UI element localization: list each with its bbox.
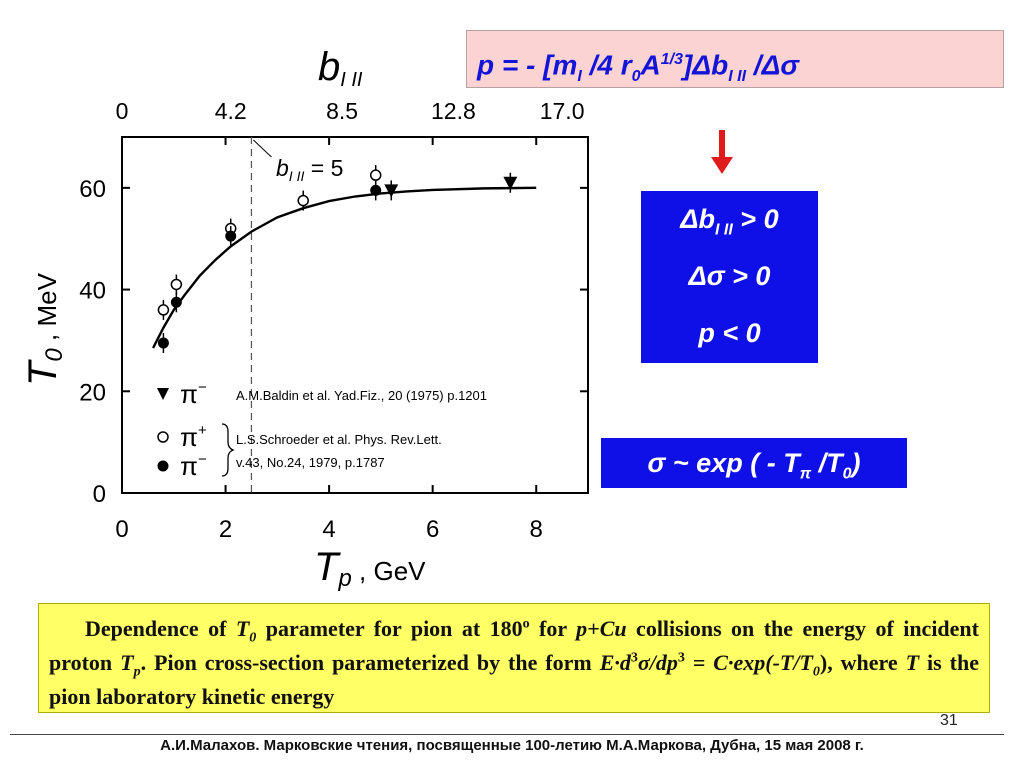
formula-sup: 1/3 [660,51,683,68]
open-circle-marker [157,304,170,316]
b-threshold-label: bI II = 5 [276,155,343,184]
open-circle-marker [369,169,382,181]
y-tick-label: 40 [79,278,106,305]
top-axis-title: bI II [318,45,363,91]
formula-tail: /Δσ [746,49,799,81]
y-tick-label: 0 [93,481,106,508]
data-point-series-2 [370,180,382,201]
data-point-series-2 [170,292,182,313]
plot-frame [121,136,589,494]
formula-mid: /4 r [581,49,632,81]
condition-delta-sigma: Δσ > 0 [688,261,771,291]
condition-p: p < 0 [698,318,761,348]
x-tick-label: 4 [322,516,335,543]
x-axis-title: Tp , GeV [314,545,426,592]
data-point-series-0 [384,180,399,201]
legend-ref-schroeder: L.S.Schroeder et al. Phys. Rev.Lett. [236,432,442,447]
legend-label-series-0: π− [180,379,207,409]
legend-marker-triangle [157,388,169,400]
page-number: 31 [940,712,958,729]
sigma-formula-box: σ ~ exp ( - Tπ /T0) [601,438,907,488]
formula-sub-iii: I II [728,67,747,85]
x-tick-label: 2 [219,516,232,543]
formula-sub-i: I [577,67,582,85]
top-tick-label: 8.5 [326,98,358,124]
data-point-series-2 [225,226,237,247]
down-arrow-icon [711,130,733,174]
condition-delta-b: ΔbI II > 0 [680,204,779,239]
triangle-marker [384,184,399,198]
formula-sub-0: 0 [631,67,641,85]
fit-curve [151,186,537,349]
data-point-series-0 [503,172,518,193]
top-tick-label: 0 [116,98,129,124]
legend-label-series-1: π+ [180,422,207,452]
legend-marker-open-circle [157,431,169,443]
legend-ref-baldin: A.M.Baldin et al. Yad.Fiz., 20 (1975) p.… [236,388,487,403]
filled-circle-marker [370,184,382,196]
data-point-series-1 [297,190,309,211]
data-point-series-1 [157,299,170,320]
conditions-box: ΔbI II > 0 Δσ > 0 p < 0 [641,191,818,363]
t0-vs-tp-chart: 0 2 4 6 8 0 20 40 60 0 4.2 8.5 12.8 17.0 bI II Tp , GeV… [21,45,589,592]
legend-marker-filled-circle [157,460,169,472]
footer-divider [10,734,1004,735]
filled-circle-marker [225,230,237,242]
y-tick-label: 20 [79,379,106,406]
x-tick-label: 0 [115,516,128,543]
legend-brace [221,423,235,477]
formula-box: p = - [mI /4 r0A1/3]ΔbI II /Δσ [466,30,1004,88]
data-point-series-2 [157,332,169,353]
formula-a: A [640,49,661,81]
y-tick-label: 60 [79,176,106,203]
filled-circle-marker [170,296,182,308]
top-tick-label: 12.8 [431,98,476,124]
legend-ref-schroeder-cont: v.43, No.24, 1979, p.1787 [236,455,385,470]
top-tick-label: 17.0 [540,98,585,124]
figure-caption: Dependence of T0 parameter for pion at 1… [38,603,990,713]
legend-label-series-2: π− [180,451,207,481]
open-circle-marker [297,194,309,207]
formula-delta-b: ]Δb [683,49,729,81]
y-axis-title: T0 , MeV [21,272,68,386]
data-point-series-1 [170,274,183,295]
x-tick-label: 8 [530,516,543,543]
x-tick-label: 6 [426,516,439,543]
data-point-series-1 [369,165,382,186]
top-tick-label: 4.2 [215,98,247,124]
filled-circle-marker [157,337,169,349]
triangle-marker [503,176,518,190]
b-threshold-pointer [253,139,272,158]
open-circle-marker [170,278,183,291]
formula-p: p = - [m [477,49,578,81]
footer-text: А.И.Малахов. Марковские чтения, посвящен… [160,737,864,754]
